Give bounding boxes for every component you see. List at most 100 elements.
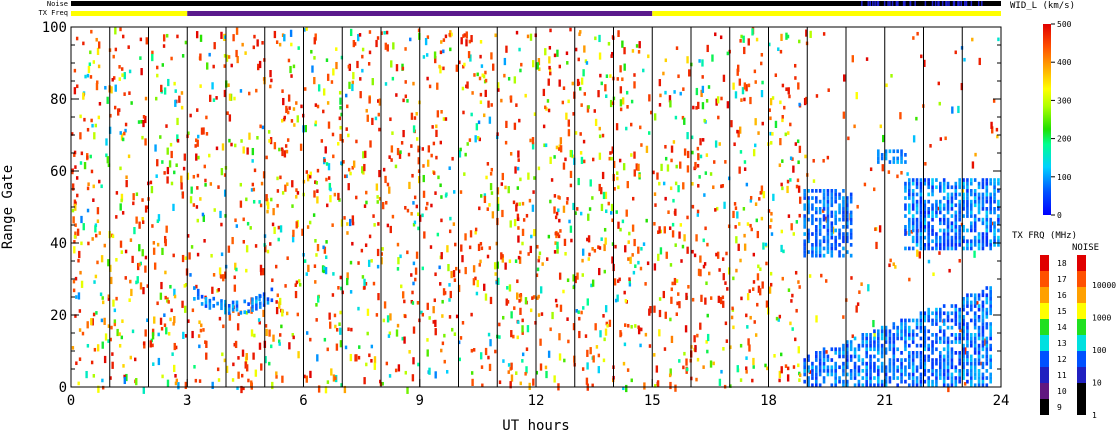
scatter-cell	[616, 171, 619, 175]
scatter-cell	[628, 282, 632, 287]
scatter-cell	[671, 230, 675, 238]
echo-cell	[923, 333, 927, 337]
echo-cell	[915, 354, 919, 359]
echo-cell	[950, 199, 954, 204]
echo-cell	[815, 369, 818, 373]
echo-cell	[846, 217, 849, 222]
scatter-cell	[273, 226, 276, 234]
scatter-cell	[645, 218, 648, 223]
echo-cell	[803, 253, 806, 258]
echo-cell	[861, 358, 865, 362]
echo-cell	[826, 235, 830, 240]
echo-cell	[803, 214, 806, 218]
y-tick-label: 60	[50, 164, 67, 180]
scatter-cell	[414, 267, 418, 275]
scatter-cell	[135, 192, 139, 197]
scatter-cell	[474, 227, 478, 232]
scatter-cell	[100, 255, 104, 263]
echo-cell	[962, 358, 965, 362]
echo-cell	[997, 221, 1000, 226]
scatter-cell	[183, 153, 187, 161]
scatter-cell	[629, 256, 632, 264]
scatter-cell	[737, 130, 740, 138]
scatter-cell	[331, 132, 335, 137]
scatter-cell	[284, 184, 287, 192]
scatter-cell	[305, 170, 309, 174]
scatter-cell	[673, 277, 677, 286]
scatter-cell	[173, 170, 176, 175]
echo-cell	[919, 207, 923, 211]
echo-cell	[958, 325, 961, 330]
scatter-cell	[363, 377, 366, 385]
scatter-cell	[752, 357, 755, 366]
scatter-cell	[280, 118, 284, 123]
echo-cell	[954, 383, 958, 388]
echo-cell	[900, 156, 903, 161]
scatter-cell	[489, 183, 493, 191]
scatter-cell	[93, 347, 97, 352]
scatter-cell	[747, 338, 750, 346]
scatter-cell	[426, 35, 430, 39]
echo-cell	[915, 365, 919, 370]
noise-band	[1077, 367, 1086, 383]
echo-cell	[853, 336, 857, 341]
echo-cell	[923, 365, 927, 370]
scatter-cell	[630, 378, 633, 383]
echo-cell	[997, 217, 1000, 222]
echo-cell	[865, 340, 868, 344]
scatter-cell	[948, 268, 951, 273]
scatter-cell	[602, 358, 606, 363]
scatter-cell	[119, 27, 122, 32]
echo-cell	[942, 372, 946, 377]
echo-cell	[815, 383, 818, 388]
echo-cell	[942, 365, 946, 370]
scatter-cell	[566, 61, 569, 65]
echo-cell	[826, 369, 830, 373]
noise-strip-mark	[938, 1, 940, 6]
scatter-cell	[166, 379, 170, 387]
scatter-cell	[390, 60, 393, 68]
noise-band	[1077, 351, 1086, 367]
echo-cell	[251, 304, 254, 309]
scatter-cell	[566, 278, 570, 283]
scatter-cell	[174, 99, 177, 107]
scatter-cell	[521, 325, 524, 333]
scatter-cell	[342, 160, 345, 164]
scatter-cell	[189, 113, 192, 118]
scatter-cell	[662, 290, 666, 299]
scatter-cell	[566, 317, 569, 321]
scatter-cell	[472, 278, 476, 286]
scatter-cell	[439, 140, 443, 145]
scatter-cell	[241, 349, 245, 357]
scatter-cell	[400, 284, 403, 289]
scatter-cell	[169, 317, 172, 322]
echo-cell	[981, 325, 985, 330]
scatter-cell	[589, 347, 592, 355]
scatter-cell	[370, 344, 374, 349]
scatter-cell	[90, 318, 93, 326]
scatter-cell	[855, 305, 858, 313]
scatter-cell	[211, 381, 214, 389]
echo-cell	[900, 379, 903, 384]
scatter-cell	[797, 346, 800, 354]
txfreq-tick-label: 12	[1057, 355, 1067, 364]
scatter-cell	[980, 361, 983, 366]
scatter-cell	[303, 374, 306, 379]
echo-cell	[865, 343, 868, 348]
scatter-cell	[705, 340, 708, 344]
echo-cell	[888, 369, 892, 373]
scatter-cell	[479, 39, 483, 44]
x-axis-title: UT hours	[502, 418, 569, 434]
scatter-cell	[860, 282, 863, 286]
scatter-cell	[659, 247, 663, 255]
scatter-cell	[567, 129, 571, 137]
txfreq-band	[1040, 287, 1049, 303]
scatter-cell	[517, 320, 520, 324]
scatter-cell	[770, 141, 773, 145]
scatter-cell	[820, 273, 823, 278]
echo-cell	[822, 217, 826, 222]
echo-cell	[966, 343, 969, 348]
scatter-cell	[603, 337, 606, 342]
scatter-cell	[990, 121, 993, 129]
scatter-cell	[549, 199, 552, 204]
